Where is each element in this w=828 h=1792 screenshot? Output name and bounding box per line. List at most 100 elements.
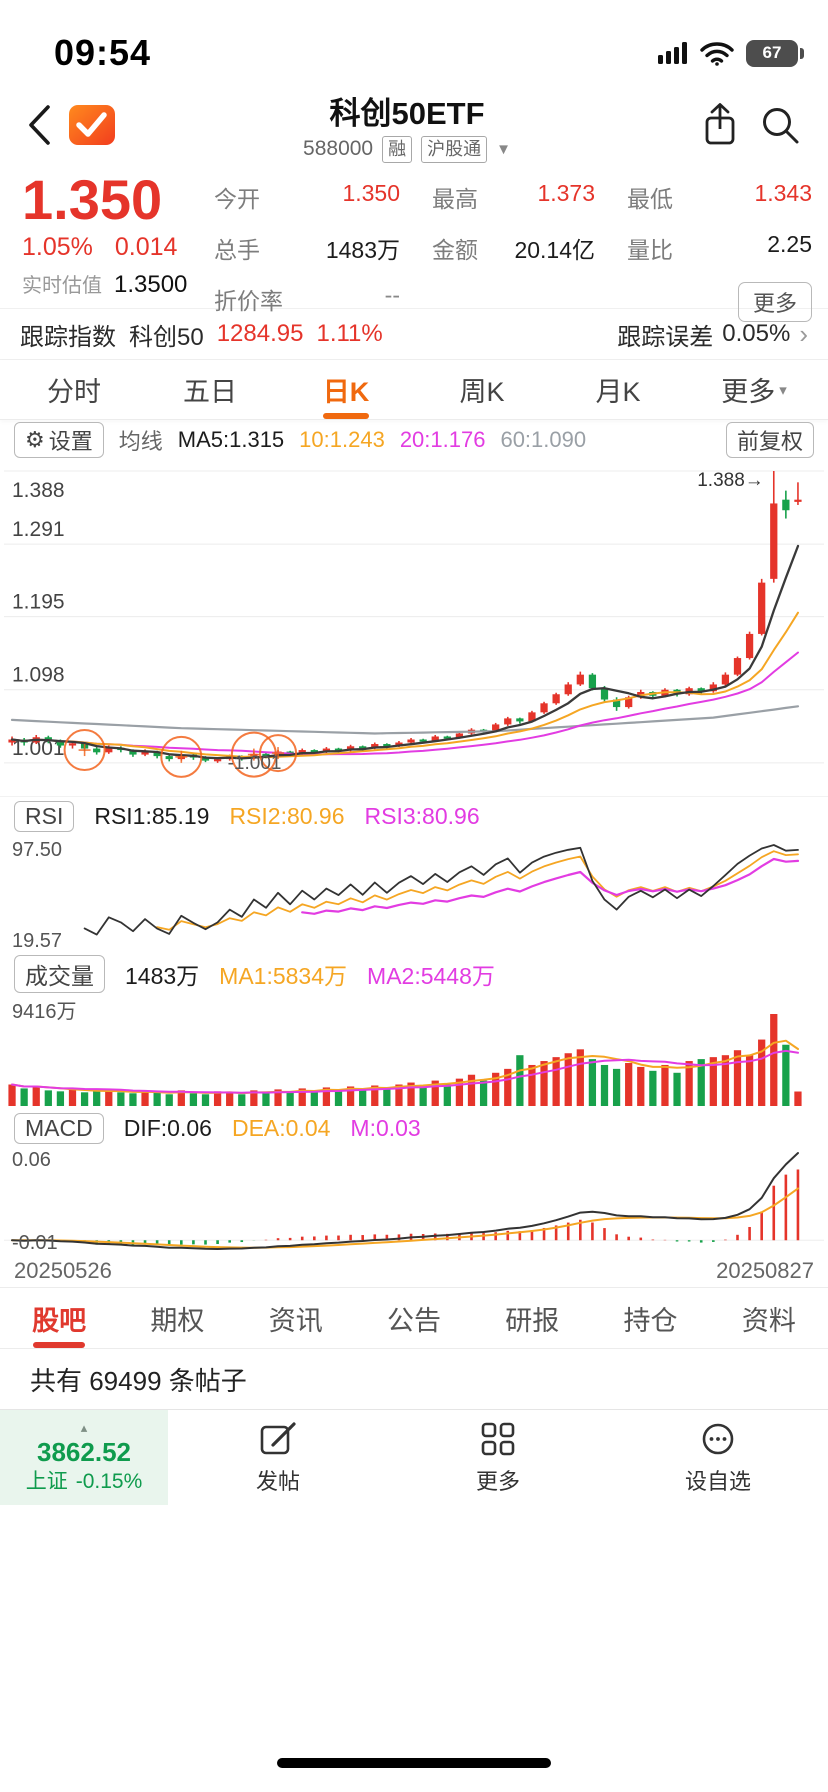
chart-tab-label: 更多 bbox=[721, 377, 776, 407]
macd-dea: DEA:0.04 bbox=[231, 1114, 331, 1141]
rsi-indicator-button[interactable]: RSI bbox=[14, 800, 75, 832]
chart-tab-1[interactable]: 五日 bbox=[142, 360, 278, 419]
svg-text:1.001: 1.001 bbox=[12, 737, 65, 760]
macd-indicator-button[interactable]: MACD bbox=[14, 1112, 104, 1144]
ma20-value: 20:1.176 bbox=[399, 427, 486, 452]
quote-field-value: -- bbox=[384, 282, 400, 308]
chart-tab-0[interactable]: 分时 bbox=[6, 360, 142, 419]
volume-max-label: 9416万 bbox=[12, 1001, 77, 1023]
volume-ma2: MA2:5448万 bbox=[367, 963, 495, 989]
rsi-max-label: 97.50 bbox=[12, 839, 63, 861]
caret-down-icon: ▾ bbox=[779, 381, 787, 399]
subtitle-row[interactable]: 588000 融 沪股通 ▼ bbox=[303, 135, 511, 163]
share-button[interactable] bbox=[698, 101, 742, 149]
index-name: 上证 bbox=[25, 1469, 68, 1493]
tracking-index-value: 1284.95 bbox=[216, 320, 304, 347]
header: 科创50ETF 588000 融 沪股通 ▼ bbox=[0, 88, 828, 163]
quote-grid: 今开 1.350 最高 1.373 最低 1.343 总手 1483万 金额 20.14亿 量比 2.… bbox=[214, 172, 814, 322]
search-button[interactable] bbox=[758, 103, 802, 147]
volume-indicator-button[interactable]: 成交量 bbox=[14, 955, 105, 993]
macd-pane[interactable]: 0.06 -0.01 bbox=[0, 1147, 828, 1255]
svg-text:-1.001: -1.001 bbox=[228, 753, 282, 774]
gear-icon: ⚙ bbox=[25, 427, 45, 452]
bottom-tab-4[interactable]: 研报 bbox=[505, 1305, 560, 1336]
quote-panel: 1.350 1.05% 0.014 实时估值 1.3500 今开 1.350 最高 1… bbox=[0, 162, 828, 322]
quote-field-label: 最高 bbox=[432, 186, 478, 212]
tracking-index-pct: 1.11% bbox=[316, 320, 383, 347]
bottom-tab-2[interactable]: 资讯 bbox=[268, 1305, 323, 1336]
quote-field-value: 1.343 bbox=[754, 180, 812, 206]
back-button[interactable] bbox=[26, 102, 52, 148]
posts-summary-row[interactable]: 共有 69499 条帖子 bbox=[0, 1349, 828, 1409]
quote-field-value: 20.14亿 bbox=[514, 237, 595, 263]
adjust-mode-button[interactable]: 前复权 bbox=[725, 422, 814, 458]
quote-field-label: 最低 bbox=[627, 186, 673, 212]
ellipsis-circle-icon bbox=[702, 1423, 734, 1455]
chart-tab-label: 分时 bbox=[47, 377, 101, 407]
tracking-row[interactable]: 跟踪指数 科创50 1284.95 1.11% 跟踪误差 0.05% › bbox=[0, 308, 828, 360]
bottom-tab-6[interactable]: 资料 bbox=[741, 1305, 796, 1336]
grid-icon bbox=[481, 1422, 515, 1456]
page-title: 科创50ETF bbox=[329, 95, 485, 131]
quote-field-label: 今开 bbox=[214, 186, 260, 212]
stock-code: 588000 bbox=[303, 137, 374, 160]
svg-text:1.195: 1.195 bbox=[12, 591, 65, 614]
ma10-value: 10:1.243 bbox=[299, 427, 385, 452]
posts-summary: 共有 69499 条帖子 bbox=[30, 1365, 247, 1396]
home-indicator[interactable] bbox=[277, 1758, 551, 1768]
tracking-error-value: 0.05% bbox=[722, 320, 791, 347]
kline-pane[interactable]: 1.388 1.291 1.195 1.098 1.001 -1.001 1.388→ bbox=[0, 460, 828, 797]
caret-down-icon: ▼ bbox=[496, 140, 511, 158]
bottom-tab-3[interactable]: 公告 bbox=[386, 1305, 441, 1336]
tracking-error-label: 跟踪误差 bbox=[617, 323, 714, 351]
index-pct: -0.15% bbox=[75, 1469, 143, 1493]
macd-header: MACD DIF:0.06 DEA:0.04 M:0.03 bbox=[0, 1109, 828, 1147]
quote-field-label: 金额 bbox=[432, 237, 478, 263]
tracking-index-name: 科创50 bbox=[129, 323, 204, 351]
kline-chart[interactable]: 1.388 1.291 1.195 1.098 1.001 -1.001 1.388→ bbox=[0, 460, 828, 796]
rsi-pane[interactable]: 97.50 19.57 bbox=[0, 835, 828, 955]
rsi-chart[interactable] bbox=[0, 835, 828, 955]
bottom-tab-5[interactable]: 持仓 bbox=[623, 1305, 678, 1336]
hgt-tag: 沪股通 bbox=[421, 135, 488, 163]
svg-text:1.291: 1.291 bbox=[12, 518, 65, 541]
pencil-square-icon bbox=[260, 1422, 296, 1455]
add-watchlist-label: 设自选 bbox=[684, 1469, 751, 1494]
cellular-icon bbox=[658, 42, 687, 64]
last-price: 1.350 bbox=[22, 168, 163, 231]
ma-title: 均线 bbox=[118, 429, 163, 454]
volume-ma1: MA1:5834万 bbox=[219, 963, 348, 989]
more-tools-label: 更多 bbox=[475, 1469, 520, 1494]
settings-label: 设置 bbox=[48, 429, 93, 454]
bottom-toolbar: ▴ 3862.52 上证 -0.15% 发帖 更多 设自选 bbox=[0, 1409, 828, 1505]
chart-tab-5[interactable]: 更多 ▾ bbox=[686, 360, 822, 419]
quote-field-value: 1483万 bbox=[325, 237, 400, 263]
tracking-label: 跟踪指数 bbox=[20, 323, 116, 351]
rsi3-value: RSI3:80.96 bbox=[364, 802, 480, 829]
volume-chart[interactable] bbox=[0, 993, 828, 1109]
chart-period-tabs: 分时 五日 日K 周K 月K 更多 ▾ bbox=[0, 360, 828, 420]
bottom-tabs: 股吧 期权 资讯 公告 研报 持仓 资料 bbox=[0, 1287, 828, 1349]
macd-chart[interactable] bbox=[0, 1147, 828, 1255]
index-quick-view[interactable]: ▴ 3862.52 上证 -0.15% bbox=[0, 1410, 168, 1505]
volume-current: 1483万 bbox=[125, 963, 200, 989]
bottom-tab-1[interactable]: 期权 bbox=[150, 1305, 205, 1336]
ma60-value: 60:1.090 bbox=[500, 427, 587, 452]
status-bar: 09:54 67 bbox=[0, 0, 828, 88]
svg-text:1.098: 1.098 bbox=[12, 664, 65, 687]
chart-tab-3[interactable]: 周K bbox=[414, 360, 550, 419]
bottom-tab-0[interactable]: 股吧 bbox=[0, 1288, 118, 1348]
volume-pane[interactable]: 9416万 bbox=[0, 993, 828, 1109]
rsi-header: RSI RSI1:85.19 RSI2:80.96 RSI3:80.96 bbox=[0, 797, 828, 835]
chart-tab-4[interactable]: 月K bbox=[550, 360, 686, 419]
date-start: 20250526 bbox=[14, 1258, 112, 1283]
settings-button[interactable]: ⚙ 设置 bbox=[14, 422, 104, 458]
chart-tab-2[interactable]: 日K bbox=[278, 360, 414, 419]
more-tools-button[interactable]: 更多 bbox=[388, 1410, 608, 1505]
post-button[interactable]: 发帖 bbox=[168, 1410, 388, 1505]
battery-icon: 67 bbox=[746, 39, 804, 67]
caret-up-icon: ▴ bbox=[80, 1420, 88, 1435]
more-button[interactable]: 更多 bbox=[737, 282, 812, 322]
add-watchlist-button[interactable]: 设自选 bbox=[608, 1410, 828, 1505]
rsi-button-label: RSI bbox=[25, 802, 64, 829]
